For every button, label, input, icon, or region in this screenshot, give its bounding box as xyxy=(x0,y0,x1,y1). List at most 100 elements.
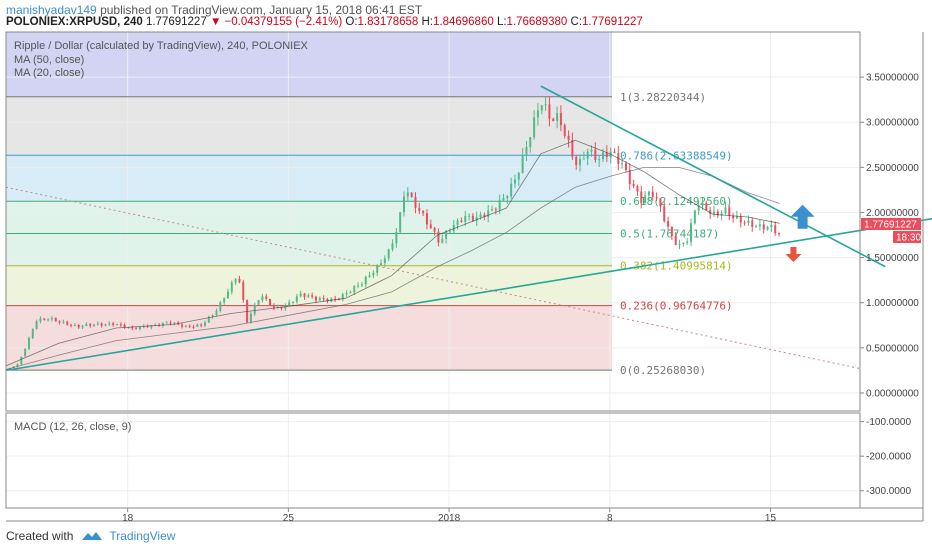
price-tick-label: 2.50000000 xyxy=(866,163,919,174)
fib-ratio: 0.786 xyxy=(620,149,653,162)
candle-body xyxy=(487,210,490,218)
candle-body xyxy=(173,322,176,324)
candle-body xyxy=(766,227,769,230)
candle-body xyxy=(357,285,360,287)
author-link[interactable]: manishyadav149 xyxy=(6,3,97,17)
candle-body xyxy=(54,318,57,322)
candle-body xyxy=(27,338,30,349)
legend-ma50[interactable]: MA (50, close) xyxy=(14,54,84,66)
fib-label: 0(0.25268030) xyxy=(620,364,706,377)
open-value: 1.83178658 xyxy=(357,16,419,28)
candle-body xyxy=(567,135,570,140)
candle-body xyxy=(525,147,528,155)
candle-body xyxy=(349,292,352,294)
candle-body xyxy=(104,324,107,326)
candle-body xyxy=(73,325,76,327)
candle-body xyxy=(207,316,210,323)
fib-open-paren: ( xyxy=(653,149,660,162)
candle-body xyxy=(510,183,513,197)
candle-body xyxy=(774,225,777,234)
legend-macd[interactable]: MACD (12, 26, close, 9) xyxy=(14,421,131,433)
time-axis[interactable]: 18 25 2018 8 15 xyxy=(122,508,776,524)
brand-link[interactable]: TradingView xyxy=(109,529,176,543)
candle-body xyxy=(686,241,689,243)
created-with: Created with xyxy=(6,529,74,543)
fib-value: 2.63388549 xyxy=(660,149,726,162)
candle-body xyxy=(39,318,42,322)
candle-body xyxy=(31,328,34,339)
candle-body xyxy=(743,222,746,224)
candle-body xyxy=(491,209,494,211)
candle-body xyxy=(165,322,168,324)
candle-body xyxy=(131,327,134,329)
candle-body xyxy=(161,322,164,326)
candle-body xyxy=(395,231,398,244)
fib-label: 0.5(1.76744187) xyxy=(620,227,719,240)
candle-body xyxy=(58,321,61,323)
publish-line: manishyadav149 published on TradingView.… xyxy=(6,3,422,17)
candle-body xyxy=(479,214,482,217)
price-badge: 1.77691227 18:30 xyxy=(861,218,921,244)
candle-body xyxy=(655,197,658,199)
fib-ratio: 1 xyxy=(620,91,627,104)
candle-body xyxy=(590,149,593,152)
footer: Created with TradingView xyxy=(6,529,175,543)
candle-body xyxy=(441,238,444,243)
fib-open-paren: ( xyxy=(653,195,660,208)
candle-body xyxy=(621,163,624,165)
candle-body xyxy=(778,233,781,235)
candle-body xyxy=(219,302,222,311)
price-tick-label: 1.00000000 xyxy=(866,298,919,309)
candle-body xyxy=(544,104,547,106)
candle-body xyxy=(632,184,635,187)
candle-body xyxy=(127,327,130,329)
candle-body xyxy=(238,278,241,283)
candle-body xyxy=(138,326,141,330)
candle-body xyxy=(728,207,731,216)
candle-body xyxy=(184,325,187,327)
candle-body xyxy=(280,306,283,309)
price-axis[interactable]: 3.50000000 3.00000000 2.50000000 2.00000000… xyxy=(860,73,919,400)
trendlines xyxy=(5,85,932,372)
candle-body xyxy=(448,231,451,233)
candle-body xyxy=(517,172,520,180)
candle-body xyxy=(636,186,639,192)
candle-body xyxy=(712,211,715,214)
candle-body xyxy=(456,220,459,225)
close-label: C: xyxy=(570,16,583,28)
candle-body xyxy=(253,304,256,314)
candle-body xyxy=(234,278,237,283)
candle-body xyxy=(716,211,719,216)
fib-label: 0.382(1.40995814) xyxy=(620,260,733,273)
fib-close-paren: ) xyxy=(726,300,733,313)
price-badge-value: 1.77691227 xyxy=(864,220,917,231)
low-value: 1.76689380 xyxy=(506,16,568,28)
candle-body xyxy=(647,191,650,196)
legend-ma20[interactable]: MA (20, close) xyxy=(14,67,84,79)
fib-ratio: 0.5 xyxy=(620,227,640,240)
candle-body xyxy=(211,315,214,317)
candle-body xyxy=(529,137,532,148)
candle-body xyxy=(667,221,670,227)
candle-body xyxy=(403,196,406,213)
candle-body xyxy=(387,249,390,259)
candle-body xyxy=(299,293,302,297)
candle-body xyxy=(674,235,677,245)
candle-body xyxy=(272,305,275,308)
fib-value: 0.96764776 xyxy=(660,300,726,313)
candle-body xyxy=(605,152,608,157)
candle-body xyxy=(559,113,562,126)
fib-zone xyxy=(6,155,612,202)
last-price: 1.77691227 xyxy=(145,16,207,28)
candle-body xyxy=(644,195,647,204)
candle-body xyxy=(498,200,501,210)
candle-body xyxy=(223,298,226,303)
candle-body xyxy=(146,326,149,328)
candle-body xyxy=(494,209,497,211)
candle-body xyxy=(613,151,616,154)
candle-body xyxy=(429,224,432,229)
candle-body xyxy=(399,212,402,232)
candle-body xyxy=(334,298,337,300)
candle-body xyxy=(437,231,440,243)
